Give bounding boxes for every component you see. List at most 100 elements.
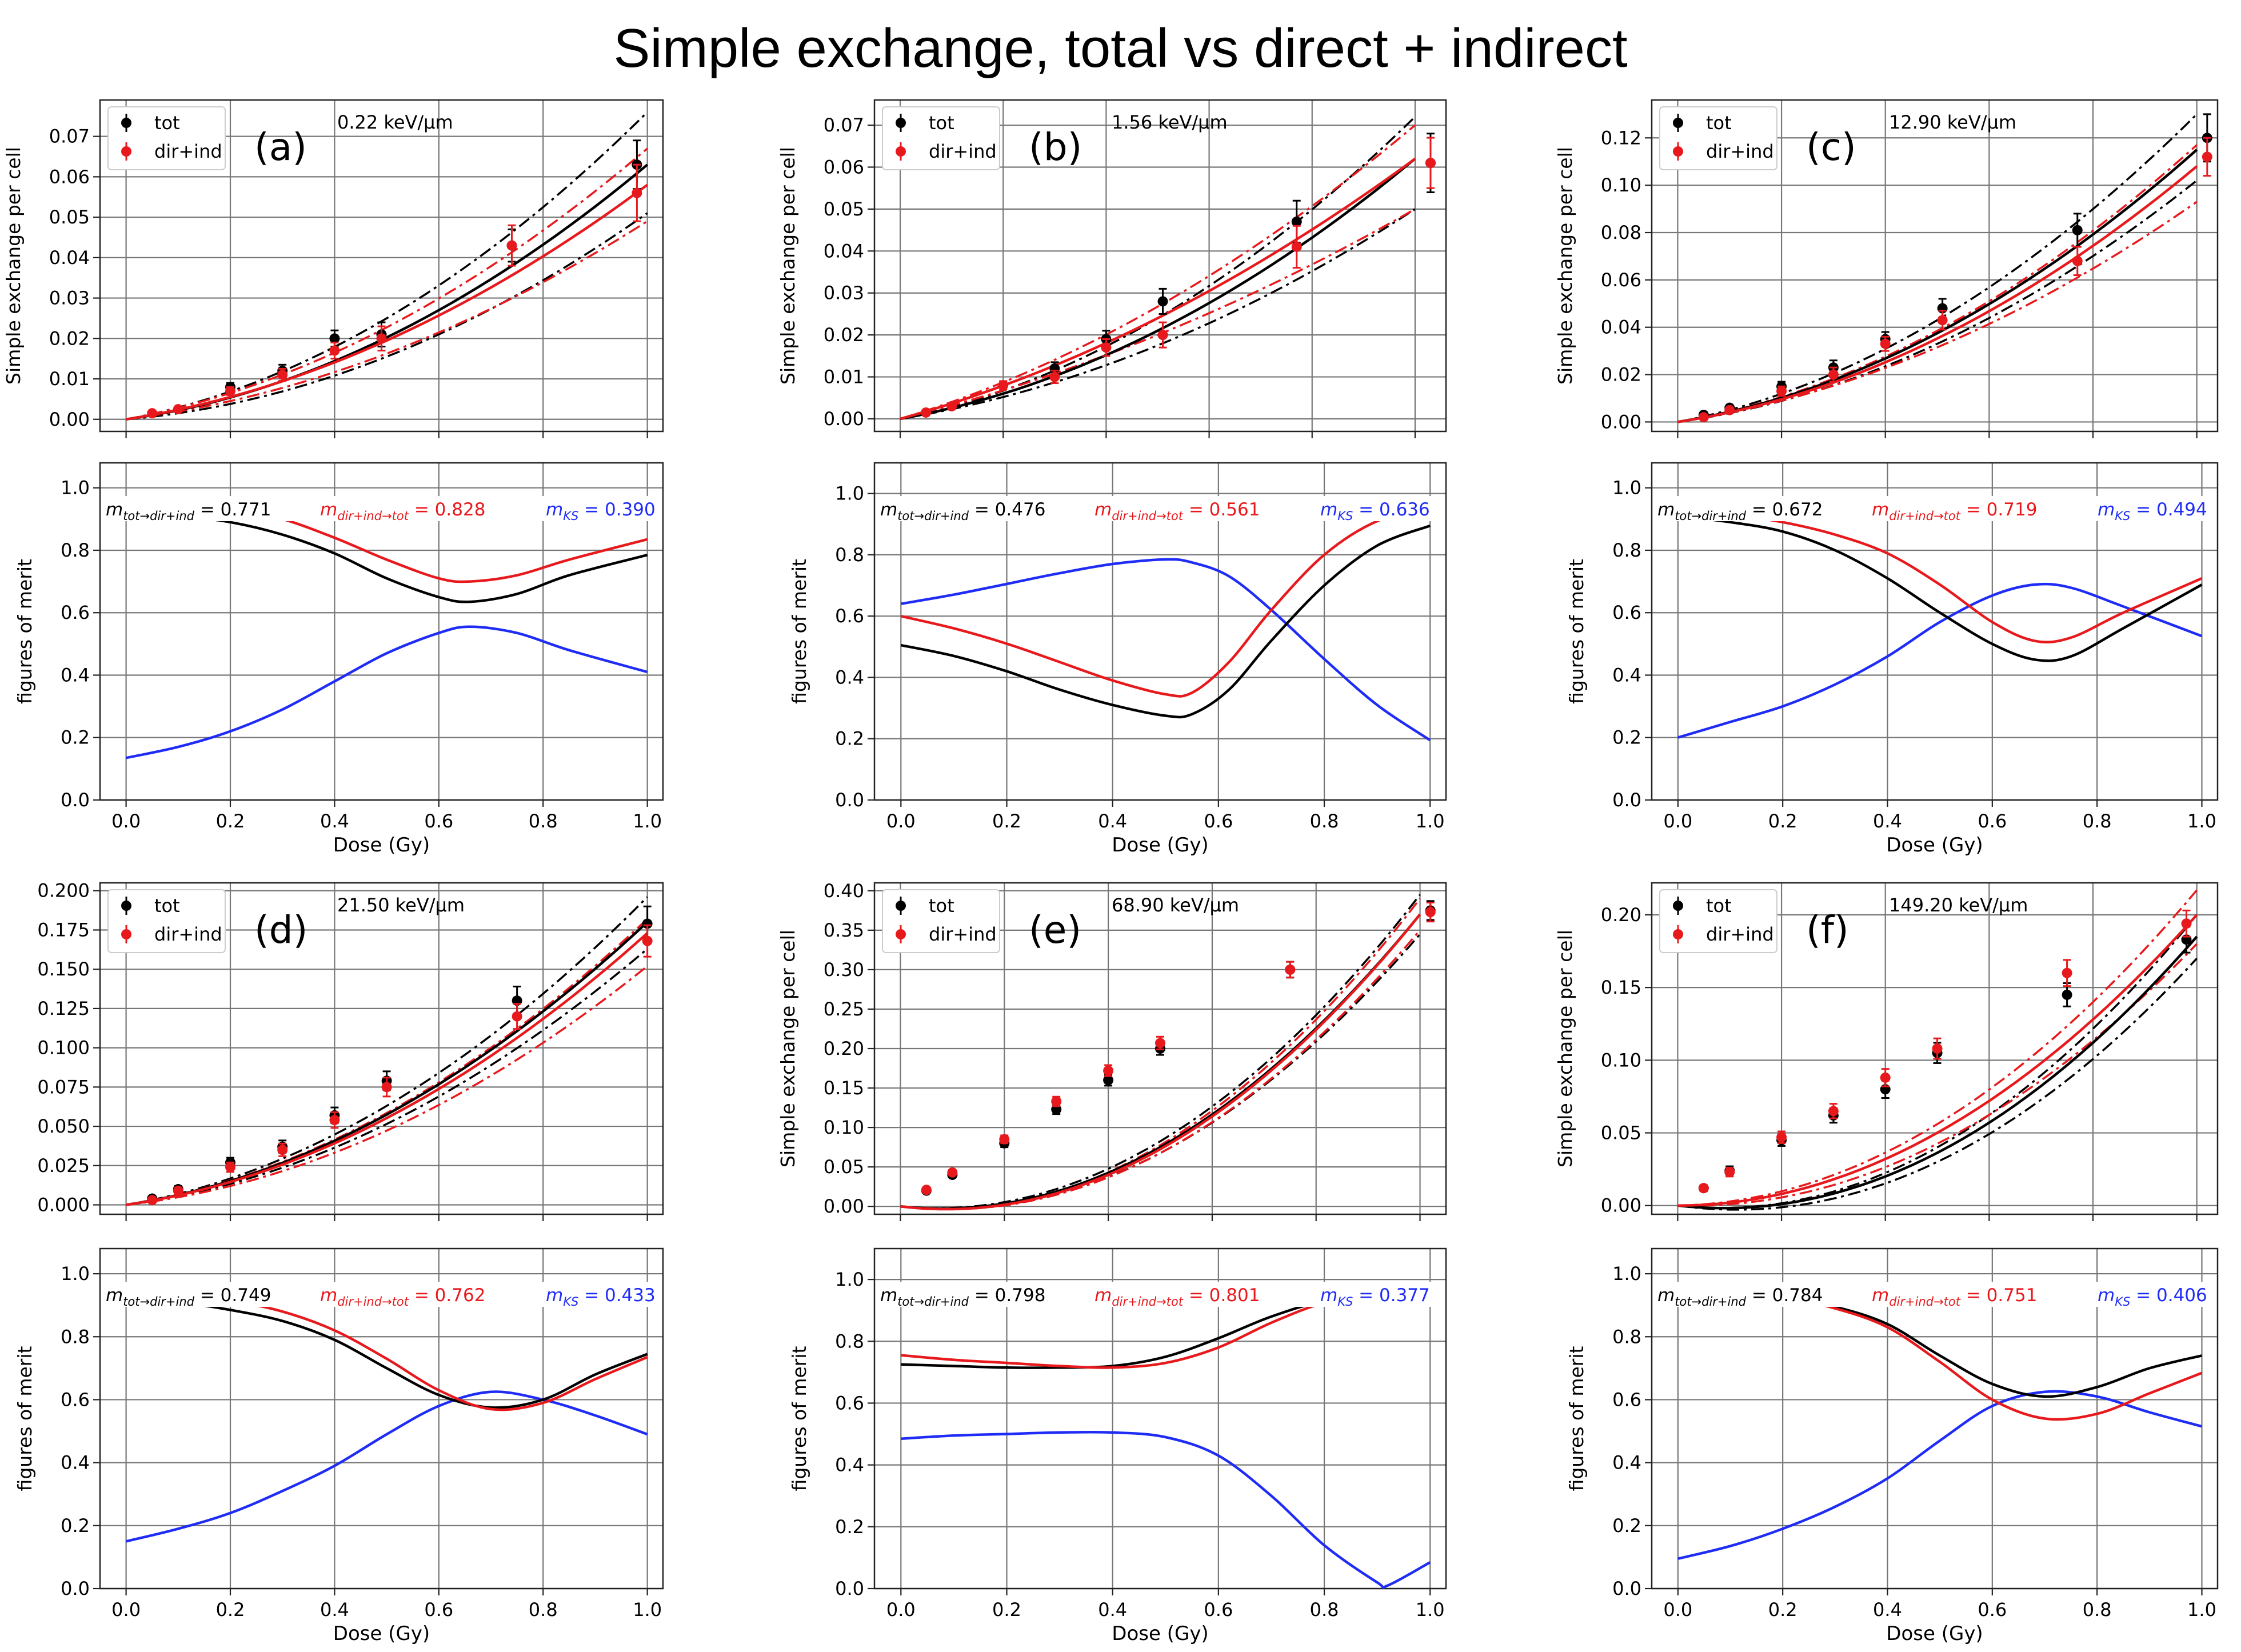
legend: tot dir+ind [882, 106, 1000, 170]
dose-response-frame [873, 99, 1447, 433]
y-tick-label: 0.6 [835, 1392, 864, 1414]
legend-dir-ind-label: dir+ind [1706, 923, 1774, 945]
tot-series [225, 139, 642, 393]
dir-ind-point [1425, 158, 1436, 169]
y-tick-label: 0.200 [37, 880, 90, 902]
figures-of-merit-axes: 0.0 0.2 0.4 0.6 0.8 1.0 0.0 0.2 0.4 0.6 0.8 1.0 Dose… [788, 1247, 1447, 1645]
dir-ind-point [506, 240, 517, 251]
y-tick-label: 0.6 [835, 605, 864, 627]
x-tick-label: 0.2 [992, 1599, 1021, 1621]
legend-box [107, 106, 226, 170]
y-tick-label: 1.0 [835, 483, 864, 505]
ks-curve [1677, 582, 2203, 739]
y-tick-label: 0.07 [49, 126, 90, 147]
dir-ind-point [921, 1185, 932, 1195]
y-axis-label: figures of merit [14, 1346, 36, 1491]
dir-ind-point [1051, 1096, 1062, 1107]
x-tick-label: 0.8 [529, 1599, 558, 1621]
dir-ind-point [1880, 1072, 1891, 1083]
y-tick-label: 0.04 [49, 247, 90, 269]
x-tick-label: 0.2 [216, 1599, 245, 1621]
tot-confidence-band [900, 933, 1421, 1210]
let-value: 1.56 keV/µm [1112, 111, 1228, 133]
y-tick-label: 0.0 [835, 1578, 864, 1599]
y-tick-label: 0.6 [1612, 602, 1641, 623]
legend-tot-label: tot [1706, 895, 1732, 917]
dir-ind-point [277, 369, 288, 380]
y-tick-label: 0.8 [835, 1330, 864, 1352]
dir-ind-series [1698, 909, 2192, 1194]
x-axis-label: Dose (Gy) [333, 834, 430, 857]
merit-ks: mKS = 0.433 [546, 1285, 656, 1309]
figures-of-merit-frame [873, 462, 1447, 801]
ks-curve [126, 625, 648, 759]
dir-ind-confidence-band [126, 918, 648, 1206]
dir-ind-point [1828, 1106, 1839, 1117]
tot-confidence-band [126, 212, 648, 421]
let-value: 68.90 keV/µm [1112, 894, 1239, 916]
y-tick-label: 0.0 [61, 1578, 90, 1599]
figures-of-merit-frame [1651, 462, 2219, 801]
y-tick-label: 0.20 [1601, 904, 1641, 926]
panel-label: (d) [254, 908, 307, 952]
y-tick-label: 0.02 [49, 327, 90, 349]
dir-ind-fit-line [900, 157, 1416, 421]
y-tick-label: 0.07 [824, 114, 864, 136]
merit-tot-to-dir-ind: mtot→dir+ind = 0.771 [106, 499, 271, 523]
dir-ind-fit-line [126, 183, 648, 421]
x-tick-label: 0.0 [111, 810, 141, 832]
y-tick-label: 0.20 [824, 1038, 864, 1059]
panel-d: 0.000 0.025 0.050 0.075 0.100 0.125 0.150 0.175… [14, 880, 664, 1645]
x-tick-label: 0.2 [1768, 1599, 1797, 1621]
y-tick-label: 0.4 [1612, 664, 1641, 686]
x-tick-label: 1.0 [633, 1599, 662, 1621]
dir-ind-point [1724, 405, 1735, 415]
y-tick-label: 0.40 [824, 880, 864, 902]
tot-confidence-band [900, 894, 1421, 1210]
legend-dir-ind-marker [121, 929, 131, 939]
panel-a: 0.00 0.01 0.02 0.03 0.04 0.05 0.06 0.07 Simple e… [2, 99, 664, 857]
y-tick-label: 0.6 [61, 602, 90, 623]
x-tick-label: 0.2 [992, 810, 1021, 832]
tot-confidence-band [1677, 113, 2198, 423]
x-tick-label: 0.8 [1310, 810, 1339, 832]
dose-response-frame [1651, 99, 2219, 433]
dir-ind-point [1285, 964, 1296, 975]
dir-ind-point [1698, 1183, 1709, 1194]
y-tick-label: 0.12 [1601, 127, 1641, 149]
tot-point [329, 333, 340, 344]
x-tick-label: 1.0 [1416, 1599, 1445, 1621]
figures-of-merit-frame [873, 1247, 1447, 1590]
y-tick-label: 0.2 [835, 1516, 864, 1538]
merit-annotation-bg [877, 1282, 1444, 1307]
let-value: 12.90 keV/µm [1889, 111, 2016, 133]
merit-dir-ind-to-tot: mdir+ind→tot = 0.561 [1094, 499, 1260, 523]
y-tick-label: 0.4 [61, 664, 90, 686]
y-tick-label: 0.6 [1612, 1389, 1641, 1410]
merit-annotation-bg [1654, 1282, 2215, 1307]
ks-curve [901, 1430, 1431, 1589]
dir-ind-series [147, 163, 642, 419]
dir-ind-point [147, 408, 158, 419]
x-tick-label: 0.0 [1663, 1599, 1692, 1621]
merit-dir-ind-to-tot: mdir+ind→tot = 0.751 [1872, 1285, 2037, 1309]
x-axis-label: Dose (Gy) [1886, 1622, 1983, 1645]
y-tick-label: 0.8 [61, 539, 90, 561]
dir-ind-fit-line [1677, 165, 2198, 423]
fit-curves [1677, 889, 2198, 1211]
y-tick-label: 0.0 [835, 789, 864, 811]
figures-of-merit-axes: 0.0 0.2 0.4 0.6 0.8 1.0 0.0 0.2 0.4 0.6 0.8 1.0 Dose… [1565, 1247, 2219, 1645]
tot-to-dir-ind-curve [900, 524, 1431, 719]
ks-curve [1677, 1390, 2203, 1560]
y-tick-label: 0.10 [824, 1117, 864, 1138]
y-tick-label: 0.4 [1612, 1452, 1641, 1474]
y-tick-label: 0.15 [1601, 977, 1641, 998]
x-tick-label: 1.0 [1416, 810, 1445, 832]
dir-ind-series [921, 902, 1436, 1195]
merit-annotation-bg [102, 496, 661, 521]
y-tick-label: 0.10 [1601, 174, 1641, 196]
y-tick-label: 0.2 [61, 727, 90, 749]
x-tick-label: 0.4 [320, 810, 349, 832]
y-axis-label: figures of merit [788, 1346, 810, 1491]
x-tick-label: 1.0 [633, 810, 662, 832]
